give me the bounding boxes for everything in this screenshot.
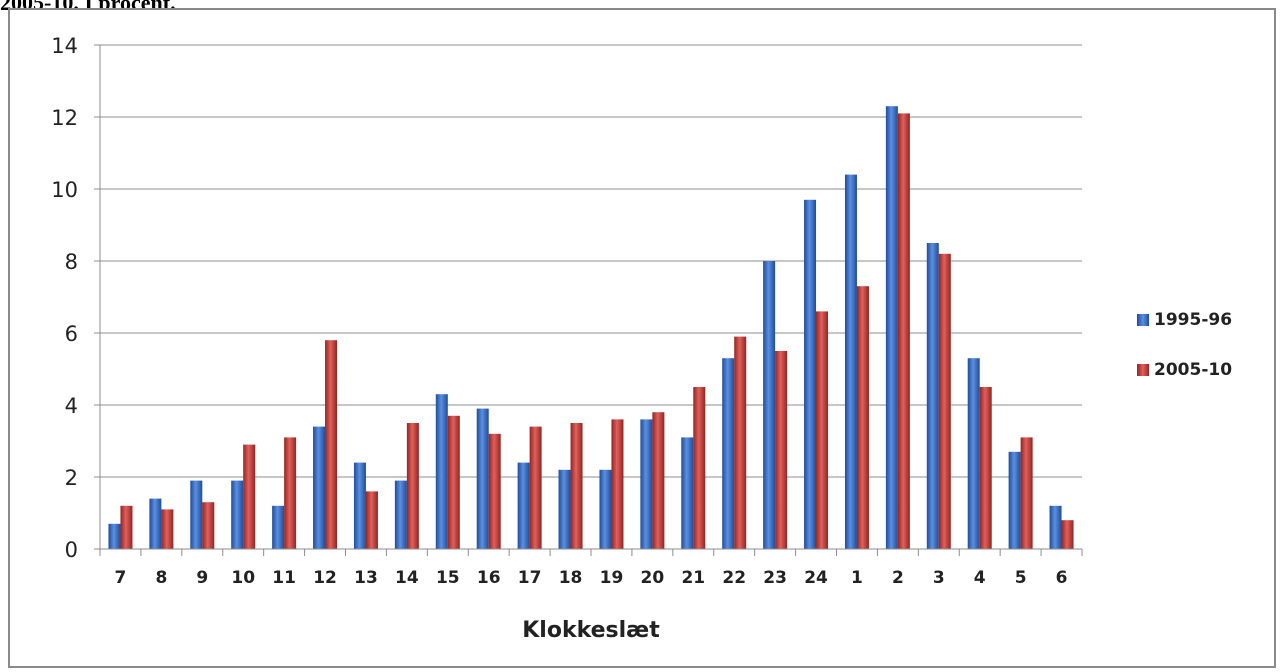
legend-item-2005-10: 2005-10 — [1137, 358, 1232, 382]
legend-swatch-2005-10 — [1137, 364, 1149, 376]
x-category-label: 15 — [436, 568, 460, 588]
x-category-label: 19 — [600, 568, 624, 588]
legend: 1995-96 2005-10 — [1137, 308, 1232, 408]
x-category-label: 13 — [354, 568, 378, 588]
y-tick-label: 14 — [51, 34, 78, 58]
x-category-label: 7 — [115, 568, 127, 588]
x-category-label: 21 — [681, 568, 705, 588]
bar-1995-96-21 — [681, 437, 694, 549]
x-category-label: 17 — [518, 568, 542, 588]
bar-1995-96-13 — [353, 462, 366, 549]
x-category-label: 5 — [1015, 568, 1027, 588]
bar-1995-96-23 — [763, 261, 776, 549]
x-category-label: 20 — [641, 568, 665, 588]
bar-1995-96-3 — [926, 243, 939, 549]
bar-1995-96-4 — [967, 358, 980, 549]
bar-1995-96-5 — [1008, 451, 1021, 549]
bar-2005-10-20 — [652, 412, 665, 549]
bar-2005-10-21 — [693, 387, 706, 549]
bar-1995-96-6 — [1049, 505, 1062, 549]
bar-2005-10-11 — [284, 437, 297, 549]
bar-1995-96-16 — [476, 408, 489, 549]
legend-item-1995-96: 1995-96 — [1137, 308, 1232, 332]
bar-1995-96-7 — [108, 523, 121, 549]
y-tick-label: 4 — [65, 394, 78, 418]
x-category-label: 3 — [933, 568, 945, 588]
chart-frame — [8, 8, 1276, 668]
y-tick-label: 8 — [65, 250, 78, 274]
bar-2005-10-10 — [243, 444, 256, 549]
bar-2005-10-12 — [325, 340, 338, 549]
bar-2005-10-19 — [611, 419, 624, 549]
y-tick-label: 0 — [65, 538, 78, 562]
bar-2005-10-24 — [816, 311, 829, 549]
bar-2005-10-13 — [365, 491, 378, 549]
bar-2005-10-5 — [1020, 437, 1033, 549]
x-category-label: 8 — [155, 568, 167, 588]
bar-1995-96-12 — [313, 426, 326, 549]
x-category-label: 14 — [395, 568, 419, 588]
x-category-label: 23 — [763, 568, 787, 588]
x-category-label: 6 — [1056, 568, 1068, 588]
x-category-label: 24 — [804, 568, 828, 588]
x-category-label: 22 — [722, 568, 746, 588]
bar-1995-96-8 — [149, 498, 162, 549]
x-category-label: 4 — [974, 568, 986, 588]
bar-2005-10-1 — [856, 286, 869, 549]
bar-2005-10-2 — [897, 113, 910, 550]
bar-2005-10-18 — [570, 423, 583, 549]
bar-2005-10-3 — [938, 253, 951, 550]
bar-1995-96-14 — [394, 480, 407, 549]
x-category-label: 9 — [196, 568, 208, 588]
bar-1995-96-9 — [190, 480, 203, 549]
bar-1995-96-24 — [804, 199, 817, 550]
bar-2005-10-16 — [488, 433, 501, 549]
x-axis-title: Klokkeslæt — [522, 618, 660, 643]
bar-1995-96-22 — [722, 358, 735, 549]
x-category-label: 12 — [313, 568, 337, 588]
bar-2005-10-4 — [979, 387, 992, 549]
x-category-label: 10 — [231, 568, 255, 588]
bar-1995-96-17 — [517, 462, 530, 549]
bar-2005-10-9 — [202, 502, 215, 549]
bar-2005-10-14 — [406, 423, 419, 549]
bar-1995-96-11 — [272, 505, 285, 549]
bar-1995-96-15 — [435, 394, 448, 549]
x-category-label: 16 — [477, 568, 501, 588]
bar-2005-10-15 — [447, 415, 460, 549]
bar-2005-10-23 — [775, 351, 788, 549]
bar-1995-96-18 — [558, 469, 571, 549]
bar-2005-10-22 — [734, 336, 747, 549]
y-tick-label: 2 — [65, 466, 78, 490]
x-category-label: 11 — [272, 568, 296, 588]
bar-2005-10-6 — [1061, 520, 1074, 549]
bar-1995-96-10 — [231, 480, 244, 549]
x-category-label: 18 — [559, 568, 583, 588]
legend-label-2005-10: 2005-10 — [1154, 360, 1233, 380]
x-category-label: 2 — [892, 568, 904, 588]
legend-swatch-1995-96 — [1137, 314, 1149, 326]
bar-1995-96-20 — [640, 419, 653, 549]
x-category-label: 1 — [851, 568, 863, 588]
y-tick-label: 10 — [51, 178, 78, 202]
y-tick-label: 6 — [65, 322, 78, 346]
bar-2005-10-17 — [529, 426, 542, 549]
legend-label-1995-96: 1995-96 — [1154, 310, 1233, 330]
bar-1995-96-1 — [844, 174, 857, 549]
y-tick-label: 12 — [51, 106, 78, 130]
bar-2005-10-8 — [161, 509, 174, 549]
bar-2005-10-7 — [120, 505, 133, 549]
bar-1995-96-2 — [885, 106, 898, 549]
bar-1995-96-19 — [599, 469, 612, 549]
